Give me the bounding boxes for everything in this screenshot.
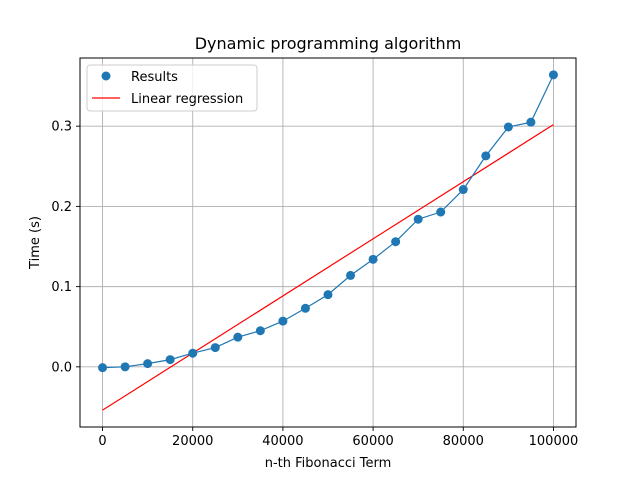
legend-results-marker <box>101 71 111 81</box>
results-point <box>391 237 401 247</box>
y-tick-label: 0.1 <box>51 280 72 295</box>
legend: Results Linear regression <box>86 64 258 112</box>
results-point <box>436 207 446 217</box>
results-line <box>102 74 554 369</box>
results-point <box>188 348 198 358</box>
regression-layer <box>102 124 554 411</box>
legend-results-label: Results <box>131 70 178 85</box>
results-point <box>481 151 491 161</box>
results-point <box>210 343 220 353</box>
regression-line <box>102 124 554 411</box>
results-point <box>233 332 243 342</box>
results-point <box>503 122 513 132</box>
x-tick-label: 40000 <box>262 434 303 449</box>
results-point <box>548 70 558 80</box>
y-tick-label: 0.2 <box>51 200 72 215</box>
results-point <box>458 185 468 195</box>
results-point <box>255 326 265 336</box>
results-layer <box>98 70 558 373</box>
results-point <box>323 290 333 300</box>
results-point <box>346 270 356 280</box>
x-tick-label: 0 <box>98 434 106 449</box>
results-point <box>368 254 378 264</box>
axis-ticks: 0 20000 40000 60000 80000 100000 0.0 0.1 0.2 0.3 <box>51 120 578 449</box>
results-point <box>526 117 536 127</box>
results-point <box>98 363 108 373</box>
x-tick-label: 60000 <box>352 434 393 449</box>
results-point <box>413 214 423 224</box>
x-tick-label: 80000 <box>443 434 484 449</box>
legend-regression-label: Linear regression <box>131 92 243 107</box>
y-axis-label: Time (s) <box>28 216 43 270</box>
results-point <box>300 303 310 313</box>
y-tick-label: 0.0 <box>51 360 72 375</box>
y-tick-label: 0.3 <box>51 120 72 135</box>
chart-title: Dynamic programming algorithm <box>195 34 462 53</box>
x-axis-label: n-th Fibonacci Term <box>265 456 392 471</box>
grid <box>80 58 576 427</box>
x-tick-label: 20000 <box>172 434 213 449</box>
legend-box <box>86 64 258 112</box>
results-point <box>278 316 288 326</box>
plot-frame <box>79 57 577 428</box>
x-tick-label: 100000 <box>529 434 579 449</box>
results-point <box>165 355 175 365</box>
results-point <box>120 362 130 372</box>
results-point <box>143 359 153 369</box>
